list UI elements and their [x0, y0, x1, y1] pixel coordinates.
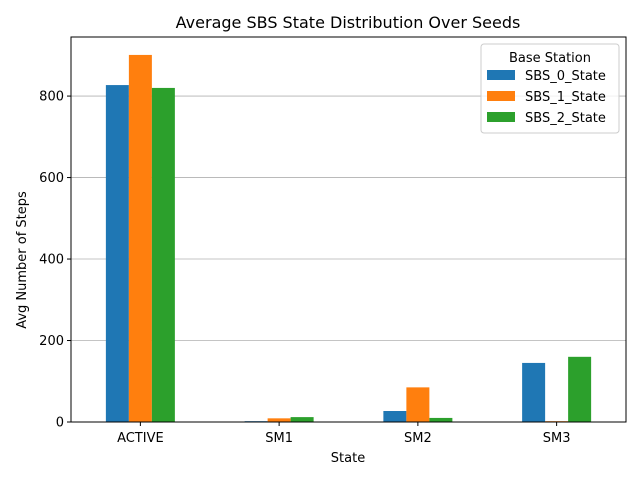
y-axis-label: Avg Number of Steps: [15, 191, 30, 329]
y-tick-label: 800: [39, 90, 64, 105]
bars: [105, 54, 592, 423]
plot-frame: [70, 36, 627, 423]
bar-sbs-1-state-sm1: [267, 418, 291, 422]
legend: Base Station SBS_0_State SBS_1_State SBS_2_…: [480, 43, 620, 134]
bar-sbs-2-state-sm2: [429, 417, 453, 422]
legend-swatch: [487, 70, 515, 80]
y-tick-label: 400: [39, 253, 64, 268]
bar-sbs-1-state-active: [128, 54, 152, 422]
x-axis-label: State: [331, 451, 365, 466]
legend-box: [480, 43, 620, 134]
bar-sbs-2-state-sm1: [290, 417, 314, 422]
y-axis-ticks: 0 200 400 600 800: [39, 90, 71, 431]
y-tick-label: 600: [39, 171, 64, 186]
x-axis-ticks: ACTIVE SM1 SM2 SM3: [117, 422, 571, 446]
y-tick-label: 0: [56, 416, 64, 431]
legend-label: SBS_1_State: [525, 90, 606, 105]
legend-title: Base Station: [509, 51, 591, 66]
chart-title: Average SBS State Distribution Over Seed…: [176, 13, 521, 32]
y-tick-label: 200: [39, 334, 64, 349]
legend-swatch: [487, 91, 515, 101]
bar-sbs-2-state-sm3: [568, 356, 592, 422]
bar-sbs-1-state-sm2: [406, 387, 430, 422]
legend-label: SBS_0_State: [525, 69, 606, 84]
legend-label: SBS_2_State: [525, 111, 606, 126]
x-tick-label: SM1: [265, 431, 293, 446]
x-tick-label: SM2: [404, 431, 432, 446]
bar-sbs-0-state-sm2: [383, 411, 407, 422]
bar-sbs-2-state-active: [151, 87, 175, 422]
bar-sbs-0-state-active: [105, 85, 129, 423]
bar-sbs-0-state-sm3: [522, 362, 546, 422]
x-tick-label: SM3: [543, 431, 571, 446]
legend-swatch: [487, 112, 515, 122]
x-tick-label: ACTIVE: [117, 431, 164, 446]
